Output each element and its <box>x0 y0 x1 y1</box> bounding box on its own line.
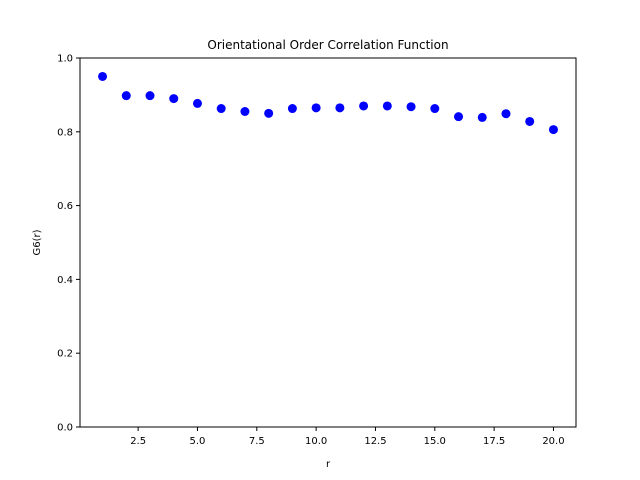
data-point <box>359 101 369 111</box>
data-point <box>406 102 416 112</box>
data-point <box>264 108 274 118</box>
data-point <box>240 107 250 117</box>
x-tick-label: 5.0 <box>190 436 206 447</box>
x-tick-label: 15.0 <box>424 436 446 447</box>
x-tick-label: 10.0 <box>305 436 327 447</box>
y-tick-label: 1.0 <box>57 54 73 65</box>
data-point <box>335 103 345 113</box>
y-tick-label: 0.6 <box>57 201 73 212</box>
x-tick-label: 7.5 <box>249 436 265 447</box>
data-point <box>192 98 202 108</box>
data-point <box>525 116 535 126</box>
data-point <box>501 109 511 119</box>
data-point <box>311 103 321 113</box>
data-point <box>382 101 392 111</box>
x-tick-label: 17.5 <box>483 436 505 447</box>
x-tick-label: 20.0 <box>542 436 564 447</box>
data-point <box>145 91 155 101</box>
data-point <box>430 104 440 114</box>
data-point <box>454 112 464 122</box>
data-point <box>216 104 226 114</box>
y-tick-label: 0.2 <box>57 349 73 360</box>
axes-frame <box>79 57 577 428</box>
data-point <box>169 94 179 104</box>
data-point <box>287 104 297 114</box>
x-axis-label: r <box>326 459 331 470</box>
x-tick-label: 12.5 <box>364 436 386 447</box>
data-point <box>98 71 108 81</box>
y-axis-label: G6(r) <box>32 229 43 255</box>
data-point <box>477 112 487 122</box>
y-tick-label: 0.4 <box>57 275 73 286</box>
x-tick-label: 2.5 <box>130 436 146 447</box>
plot-area <box>98 71 558 135</box>
y-tick-label: 0.0 <box>57 423 73 434</box>
data-point <box>548 125 558 135</box>
y-tick-label: 0.8 <box>57 127 73 138</box>
data-point <box>121 91 131 101</box>
chart-title: Orientational Order Correlation Function <box>207 38 448 52</box>
